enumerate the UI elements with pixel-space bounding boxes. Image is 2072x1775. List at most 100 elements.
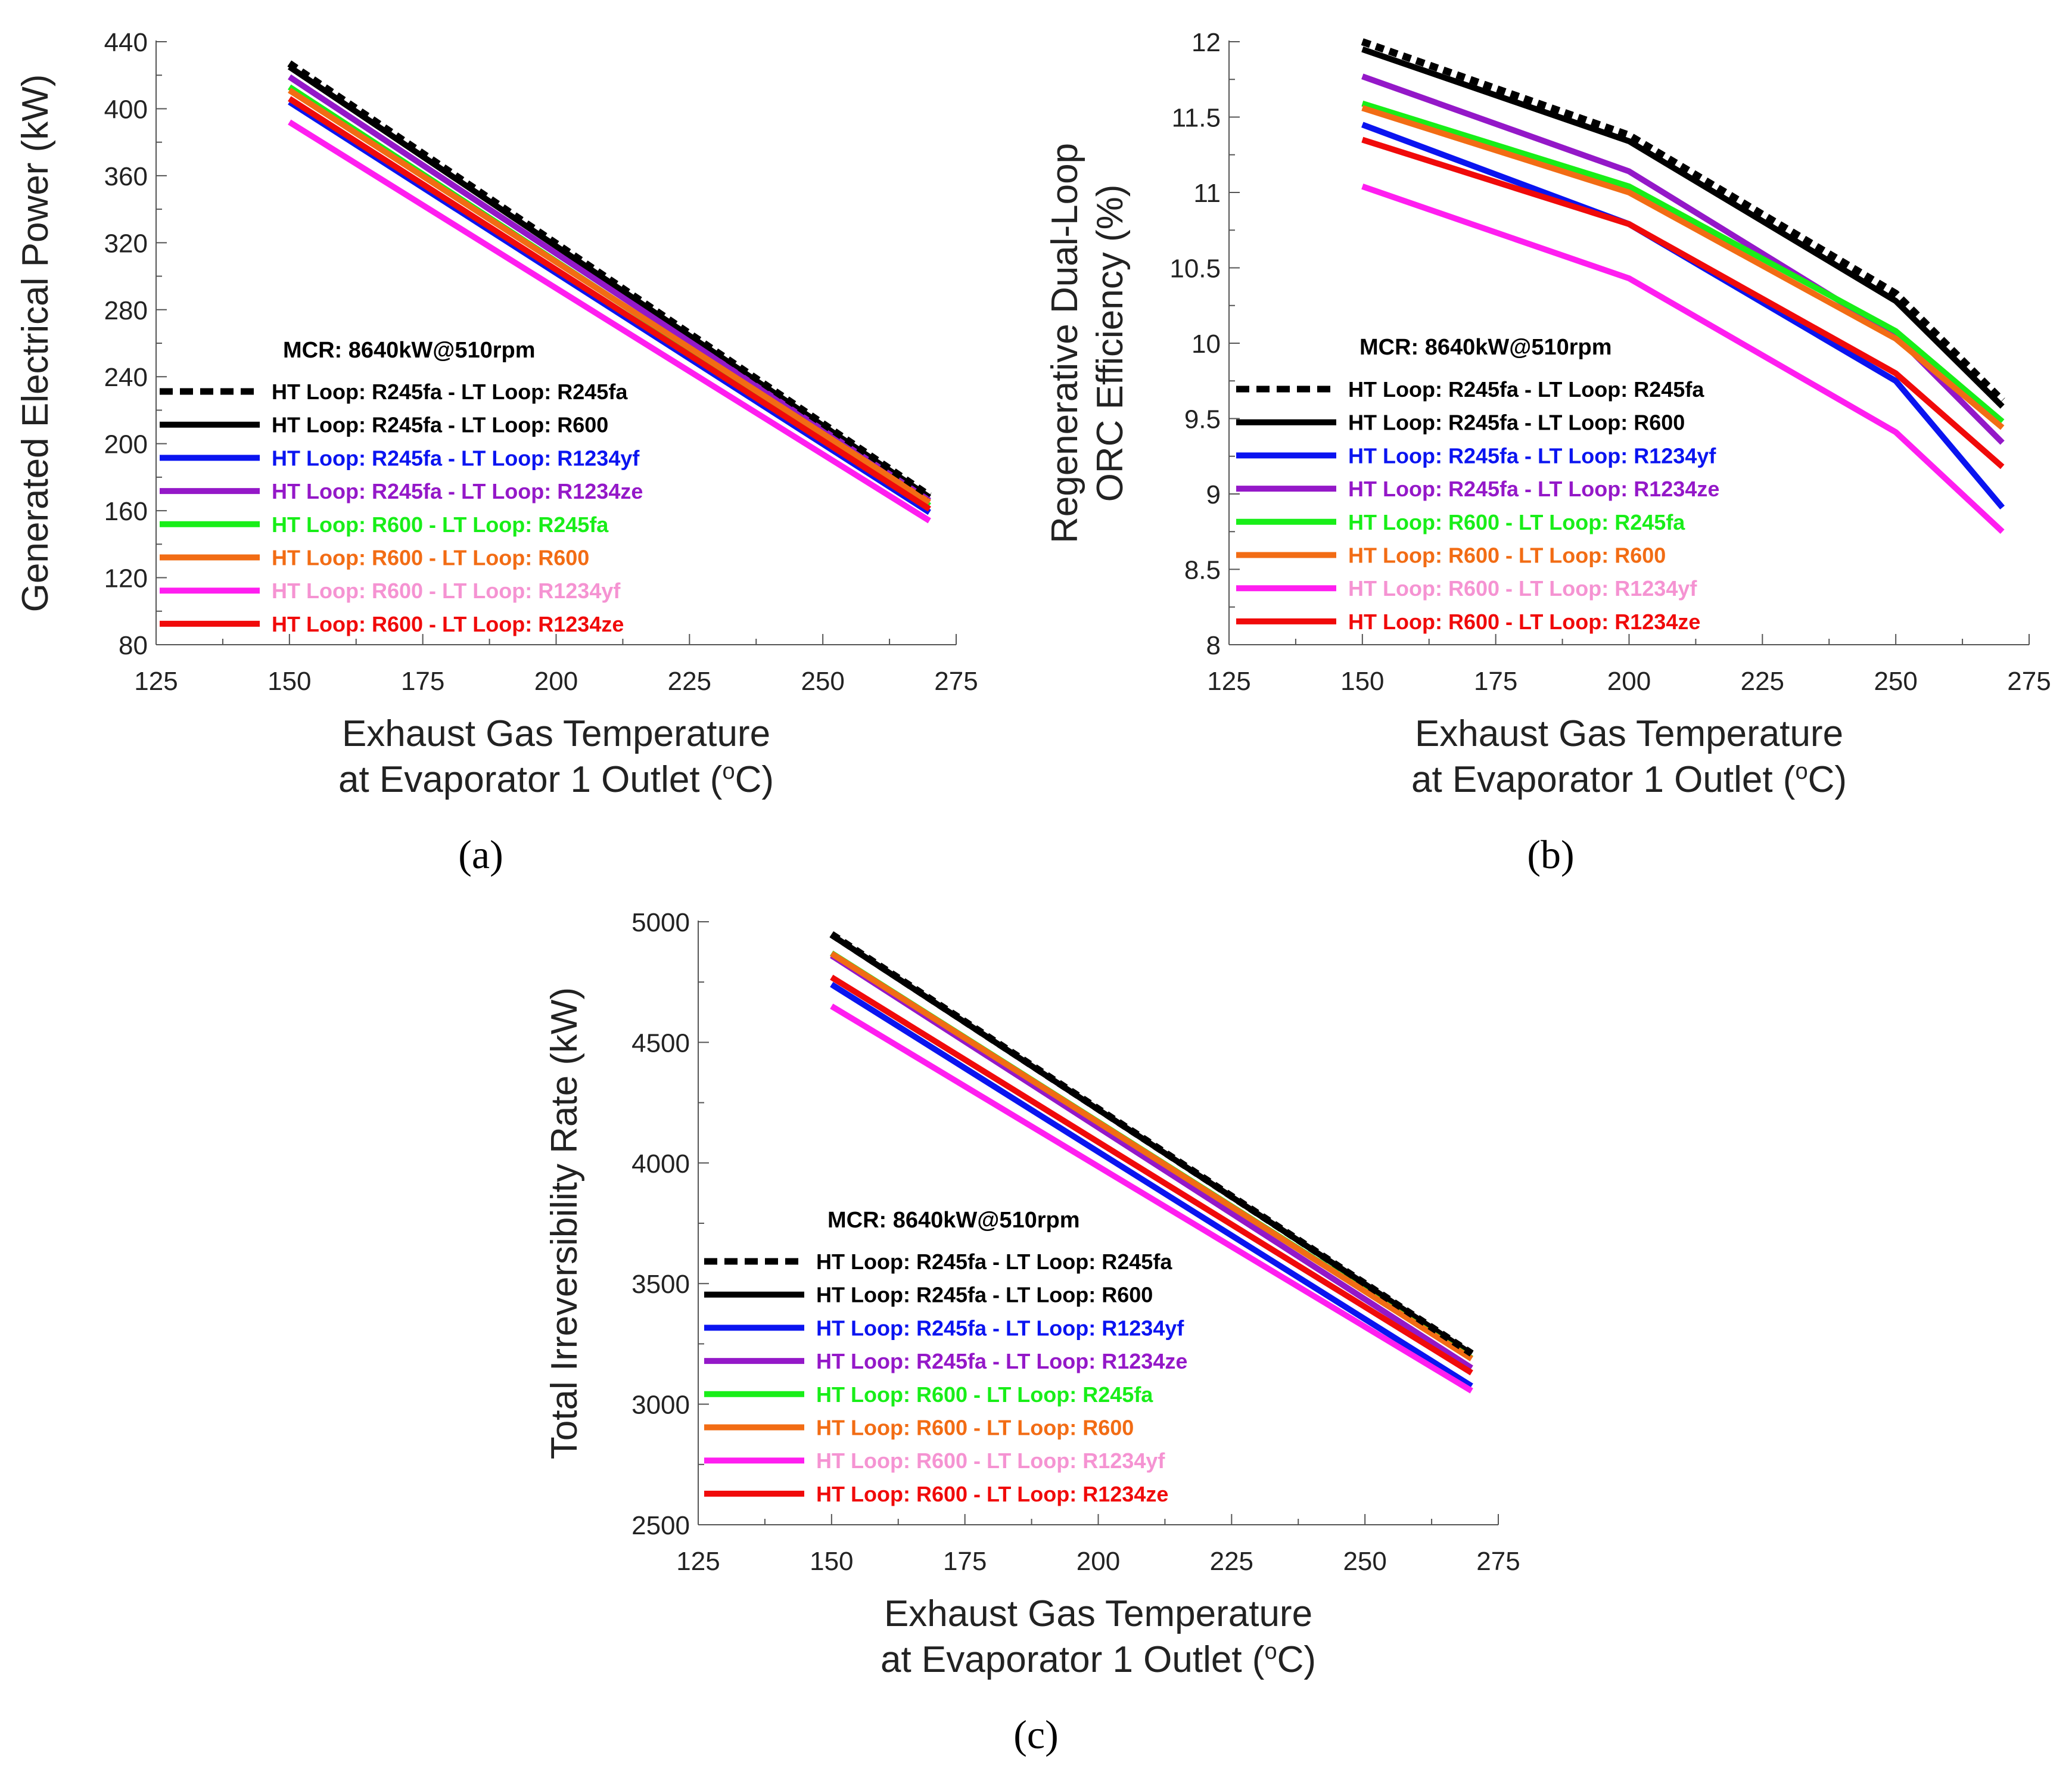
legend-label-c-6: HT Loop: R600 - LT Loop: R600 — [816, 1416, 1134, 1440]
x-tick-label-c: 125 — [676, 1547, 720, 1576]
legend-label-a-3: HT Loop: R245fa - LT Loop: R1234yf — [272, 446, 640, 470]
y-tick-label-a: 240 — [104, 363, 148, 392]
legend-label-c-4: HT Loop: R245fa - LT Loop: R1234ze — [816, 1349, 1187, 1373]
y-axis-label-line2-b: ORC Efficiency (%) — [1090, 185, 1131, 502]
panel-label-b: (b) — [1527, 832, 1574, 877]
x-tick-label-a: 200 — [534, 667, 578, 696]
y-tick-label-b: 11 — [1193, 179, 1221, 208]
legend-label-a-5: HT Loop: R600 - LT Loop: R245fa — [272, 512, 609, 537]
series-line-b-4 — [1361, 73, 2005, 445]
x-tick-label-b: 225 — [1741, 667, 1784, 696]
legend-label-a-4: HT Loop: R245fa - LT Loop: R1234ze — [272, 479, 643, 503]
y-tick-label-b: 9.5 — [1184, 405, 1221, 434]
x-tick-label-c: 175 — [943, 1547, 987, 1576]
x-axis-label-line1-a: Exhaust Gas Temperature — [342, 713, 770, 754]
x-axis-label-unit-a: C) — [735, 759, 774, 800]
x-tick-label-c: 250 — [1343, 1547, 1386, 1576]
y-tick-label-c: 4500 — [631, 1028, 690, 1058]
legend-title-b: MCR: 8640kW@510rpm — [1359, 335, 1612, 360]
x-axis-label-text-a: at Evaporator 1 Outlet ( — [338, 759, 723, 800]
y-tick-label-a: 320 — [104, 229, 148, 258]
legend-label-b-4: HT Loop: R245fa - LT Loop: R1234ze — [1348, 477, 1719, 501]
x-tick-label-b: 250 — [1874, 667, 1917, 696]
legend-label-b-5: HT Loop: R600 - LT Loop: R245fa — [1348, 510, 1685, 534]
x-axis-label-superscript-a: o — [722, 759, 735, 784]
x-tick-label-a: 125 — [134, 667, 178, 696]
x-axis-label-line1-c: Exhaust Gas Temperature — [884, 1593, 1312, 1634]
series-line-b-8 — [1361, 136, 2005, 470]
legend-label-a-7: HT Loop: R600 - LT Loop: R1234yf — [272, 579, 621, 603]
x-tick-label-a: 225 — [668, 667, 711, 696]
y-tick-label-a: 360 — [104, 162, 148, 191]
y-tick-label-a: 120 — [104, 564, 148, 593]
y-axis-label-line1-b: Regenerative Dual-Loop — [1044, 143, 1085, 543]
y-tick-label-c: 2500 — [631, 1511, 690, 1540]
legend-label-c-2: HT Loop: R245fa - LT Loop: R600 — [816, 1283, 1153, 1307]
legend-label-a-8: HT Loop: R600 - LT Loop: R1234ze — [272, 612, 624, 636]
x-tick-label-c: 275 — [1476, 1547, 1520, 1576]
series-line-b-7 — [1361, 184, 2005, 534]
series-line-b-2 — [1361, 46, 2005, 409]
chart-b: 8 8.5 9 9.5 10 10.5 11 11.5 12 125 150 175 200 225 250… — [1044, 28, 2051, 800]
series-line-b-5 — [1361, 100, 2005, 424]
series-line-c-3 — [830, 981, 1473, 1389]
legend-label-c-8: HT Loop: R600 - LT Loop: R1234ze — [816, 1482, 1168, 1506]
y-axis-label-c: Total Irreversibility Rate (kW) — [544, 987, 585, 1459]
series-line-b-3 — [1361, 122, 2005, 510]
x-axis-label-line1-b: Exhaust Gas Temperature — [1415, 713, 1843, 754]
x-tick-label-b: 125 — [1207, 667, 1250, 696]
y-tick-label-c: 5000 — [631, 908, 690, 937]
x-tick-label-c: 150 — [810, 1547, 853, 1576]
x-tick-label-b: 175 — [1474, 667, 1517, 696]
x-axis-label-text-b: at Evaporator 1 Outlet ( — [1411, 759, 1796, 800]
x-tick-label-b: 275 — [2007, 667, 2051, 696]
y-tick-label-b: 8.5 — [1184, 556, 1221, 585]
legend-label-c-7: HT Loop: R600 - LT Loop: R1234yf — [816, 1448, 1165, 1473]
legend-label-b-2: HT Loop: R245fa - LT Loop: R600 — [1348, 411, 1685, 435]
legend-title-a: MCR: 8640kW@510rpm — [283, 338, 536, 363]
y-tick-label-b: 10.5 — [1169, 254, 1221, 284]
x-tick-label-c: 225 — [1210, 1547, 1253, 1576]
x-axis-label-text-c: at Evaporator 1 Outlet ( — [881, 1639, 1265, 1680]
series-line-overlay-a-1 — [287, 60, 932, 499]
x-tick-label-b: 150 — [1340, 667, 1384, 696]
legend-label-b-6: HT Loop: R600 - LT Loop: R600 — [1348, 543, 1666, 568]
y-tick-label-c: 3500 — [631, 1270, 690, 1299]
legend-label-b-8: HT Loop: R600 - LT Loop: R1234ze — [1348, 610, 1700, 634]
y-tick-label-b: 10 — [1191, 329, 1221, 359]
legend-label-a-1: HT Loop: R245fa - LT Loop: R245fa — [272, 380, 628, 404]
legend-title-c: MCR: 8640kW@510rpm — [827, 1208, 1080, 1233]
y-tick-label-c: 3000 — [631, 1391, 690, 1420]
y-tick-label-b: 11.5 — [1172, 104, 1221, 133]
y-tick-label-a: 160 — [104, 497, 148, 526]
series-line-c-7 — [830, 1003, 1473, 1394]
x-tick-label-a: 250 — [801, 667, 844, 696]
y-tick-label-b: 8 — [1206, 631, 1221, 660]
legend-label-c-3: HT Loop: R245fa - LT Loop: R1234yf — [816, 1316, 1184, 1340]
x-tick-label-a: 175 — [401, 667, 444, 696]
series-line-a-7 — [288, 119, 931, 524]
y-axis-label-a: Generated Electrical Power (kW) — [15, 74, 56, 613]
y-tick-label-a: 200 — [104, 430, 148, 459]
legend-label-b-3: HT Loop: R245fa - LT Loop: R1234yf — [1348, 443, 1716, 468]
x-axis-label-unit-b: C) — [1808, 759, 1847, 800]
chart-c: 2500 3000 3500 4000 4500 5000 125 150 175 200 225 2… — [544, 908, 1520, 1680]
legend-label-c-1: HT Loop: R245fa - LT Loop: R245fa — [816, 1249, 1172, 1274]
series-line-c-8 — [830, 974, 1473, 1376]
legend-label-b-7: HT Loop: R600 - LT Loop: R1234yf — [1348, 576, 1697, 601]
panel-label-c: (c) — [1013, 1712, 1058, 1757]
x-tick-label-a: 275 — [934, 667, 978, 696]
series-line-c-6 — [830, 951, 1473, 1361]
x-axis-label-line2-a: at Evaporator 1 Outlet (oC) — [338, 759, 774, 800]
x-tick-label-c: 200 — [1077, 1547, 1120, 1576]
x-axis-label-line2-b: at Evaporator 1 Outlet (oC) — [1411, 759, 1847, 800]
x-tick-label-a: 150 — [267, 667, 311, 696]
legend-label-b-1: HT Loop: R245fa - LT Loop: R245fa — [1348, 377, 1704, 402]
x-axis-label-superscript-b: o — [1795, 759, 1807, 784]
y-tick-label-a: 440 — [104, 28, 148, 57]
legend-label-c-5: HT Loop: R600 - LT Loop: R245fa — [816, 1382, 1153, 1407]
legend-label-a-6: HT Loop: R600 - LT Loop: R600 — [272, 546, 589, 570]
legend-label-a-2: HT Loop: R245fa - LT Loop: R600 — [272, 413, 608, 437]
x-axis-label-unit-c: C) — [1277, 1639, 1316, 1680]
